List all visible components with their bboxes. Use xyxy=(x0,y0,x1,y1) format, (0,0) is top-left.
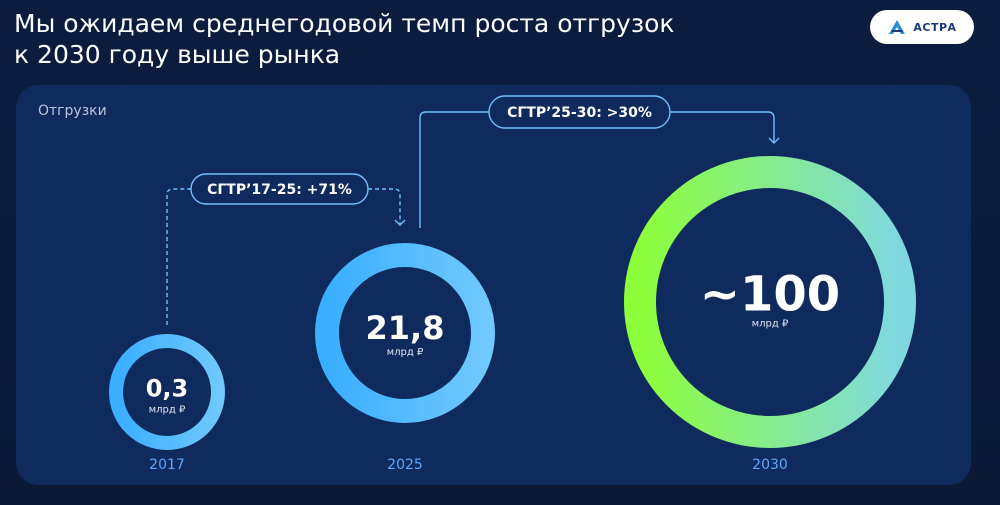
company-logo: АСТРА xyxy=(870,10,974,44)
connector-left-2017-2025 xyxy=(166,188,191,325)
chart-title: Отгрузки xyxy=(38,103,107,119)
value-label-2025: 21,8 xyxy=(366,309,445,347)
connector-right-2017-2025 xyxy=(368,188,401,225)
value-label-2017: 0,3 xyxy=(146,374,189,402)
connector-right-2025-2030 xyxy=(670,111,775,143)
cagr-label-2025-2030: СГТР’25-30: >30% xyxy=(507,105,652,121)
year-label-2025: 2025 xyxy=(387,457,423,473)
arrow-icon xyxy=(768,137,780,144)
bubble-2025 xyxy=(315,243,495,423)
bubble-2017 xyxy=(109,334,225,450)
year-label-2017: 2017 xyxy=(149,457,185,473)
bubble-2030 xyxy=(624,156,916,448)
astra-logo-icon xyxy=(889,20,906,34)
logo-text: АСТРА xyxy=(913,20,957,34)
page-title: Мы ожидаем среднегодовой темп роста отгр… xyxy=(14,8,675,70)
cagr-badge-2017-2025 xyxy=(190,173,369,205)
unit-label-2025: млрд ₽ xyxy=(387,347,424,358)
value-label-2030: ~100 xyxy=(700,267,840,323)
unit-label-2017: млрд ₽ xyxy=(149,404,186,415)
year-label-2030: 2030 xyxy=(752,457,788,473)
unit-label-2030: млрд ₽ xyxy=(752,319,789,330)
cagr-label-2017-2025: СГТР’17-25: +71% xyxy=(207,182,352,198)
connector-left-2025-2030 xyxy=(419,111,489,228)
arrow-icon xyxy=(394,219,406,226)
title-line-2: к 2030 году выше рынка xyxy=(14,40,341,69)
title-line-1: Мы ожидаем среднегодовой темп роста отгр… xyxy=(14,9,675,38)
cagr-badge-2025-2030 xyxy=(488,95,671,129)
